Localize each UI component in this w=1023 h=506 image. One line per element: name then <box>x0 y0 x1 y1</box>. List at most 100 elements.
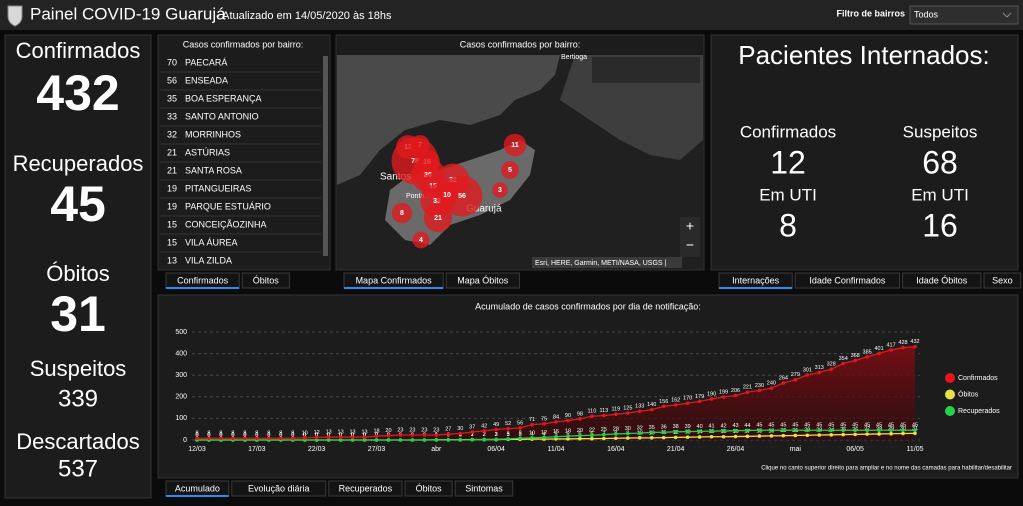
row-name: PITANGUEIRAS <box>185 183 251 193</box>
series-point <box>422 438 427 442</box>
zoom-in[interactable]: + <box>686 218 694 234</box>
hospital-tab[interactable] <box>794 272 901 289</box>
series-point <box>602 436 606 441</box>
point-label: 0 <box>231 432 234 438</box>
summary-panel <box>4 34 152 499</box>
series-point <box>243 436 247 441</box>
point-label: 0 <box>219 432 222 438</box>
hospital-value: 8 <box>779 207 797 243</box>
summary-value: 432 <box>36 65 119 121</box>
point-label: 328 <box>827 362 836 368</box>
zoom-out[interactable]: − <box>686 237 694 253</box>
map-zoom[interactable] <box>680 217 700 257</box>
point-label: 42 <box>481 423 487 429</box>
hospital-tab[interactable] <box>902 272 982 289</box>
point-label: 22 <box>589 428 595 434</box>
point-label: 8 <box>519 431 522 437</box>
chart-tab[interactable] <box>454 480 514 497</box>
series-point <box>530 436 534 440</box>
chart-tab[interactable] <box>328 480 403 497</box>
series-point <box>422 433 427 437</box>
filter-dropdown[interactable] <box>909 5 1019 25</box>
x-tick-label: 12/03 <box>188 446 206 453</box>
x-tick-label: 21/04 <box>667 446 685 453</box>
hospital-label: Em UTI <box>759 185 817 204</box>
series-point <box>865 355 869 359</box>
map-tab-label: Mapa Confirmados <box>356 275 433 285</box>
point-label: 417 <box>886 342 895 348</box>
series-point <box>685 435 690 439</box>
series-point <box>685 429 690 434</box>
x-tick-label: 11/04 <box>548 446 565 453</box>
series-point <box>745 434 750 439</box>
point-label: 12 <box>314 430 320 436</box>
legend-swatch[interactable] <box>945 406 955 416</box>
point-label: 42 <box>720 423 726 429</box>
legend-label[interactable]: Recuperados <box>958 408 1000 415</box>
row-count: 32 <box>167 129 177 139</box>
series-point <box>805 433 810 438</box>
legend-swatch[interactable] <box>945 389 955 400</box>
series-point <box>614 432 618 436</box>
series-point <box>398 438 403 442</box>
filter-label: Filtro de bairros <box>836 8 905 18</box>
list-tab[interactable] <box>241 272 290 289</box>
row-count: 19 <box>167 183 177 193</box>
series-point <box>614 436 618 441</box>
point-label: 8 <box>231 431 234 437</box>
series-point <box>410 433 415 437</box>
point-label: 8 <box>279 431 282 437</box>
point-label: 27 <box>445 427 451 433</box>
series-point <box>673 429 678 434</box>
hospital-label: Em UTI <box>911 185 969 204</box>
series-point <box>901 431 905 436</box>
series-point <box>374 438 379 442</box>
point-label: 401 <box>875 346 884 352</box>
legend-label[interactable]: Confirmados <box>958 375 998 382</box>
point-label: 0 <box>459 432 462 438</box>
series-point <box>290 436 295 441</box>
point-label: 98 <box>577 411 583 417</box>
point-label: 45 <box>900 423 906 429</box>
series-point <box>829 433 834 437</box>
map-bubble <box>501 161 519 179</box>
series-point <box>458 431 463 436</box>
point-label: 39 <box>685 424 691 430</box>
legend-label[interactable]: Óbitos <box>958 389 979 398</box>
row-name: VILA ZILDA <box>185 255 232 265</box>
hospital-label: Confirmados <box>740 122 836 141</box>
series-point <box>673 403 678 407</box>
chart-tab[interactable] <box>404 480 453 497</box>
series-point <box>518 426 522 430</box>
point-label: 0 <box>243 432 246 438</box>
series-point <box>267 436 271 441</box>
series-point <box>661 435 666 440</box>
map-attribution: Esri, HERE, Garmin, METI/NASA, USGS | <box>535 260 667 267</box>
point-label: 10 <box>529 430 535 436</box>
point-label: 0 <box>267 432 270 438</box>
legend-swatch[interactable] <box>945 373 955 383</box>
y-tick-label: 400 <box>175 350 187 357</box>
hospital-value: 16 <box>922 207 958 243</box>
hospital-title: Pacientes Internados: <box>738 40 990 70</box>
point-label: 240 <box>767 381 776 387</box>
chart-tab[interactable] <box>231 480 327 497</box>
row-name: BOA ESPERANÇA <box>185 93 262 103</box>
series-point <box>793 428 798 433</box>
series-point <box>877 432 881 436</box>
hospital-panel <box>710 34 1019 271</box>
point-label: 32 <box>637 426 643 432</box>
point-label: 125 <box>623 405 632 411</box>
point-label: 162 <box>671 397 680 403</box>
hospital-tab[interactable] <box>983 272 1022 289</box>
series-point <box>853 358 857 363</box>
map-tab[interactable] <box>445 272 520 289</box>
hospital-label: Suspeitos <box>903 122 978 141</box>
point-label: 75 <box>541 416 547 422</box>
map-toolbar[interactable] <box>592 57 700 83</box>
summary-label: Óbitos <box>46 261 110 286</box>
series-point <box>841 361 845 366</box>
series-point <box>889 428 893 433</box>
series-point <box>757 388 762 393</box>
point-label: 119 <box>611 407 620 413</box>
